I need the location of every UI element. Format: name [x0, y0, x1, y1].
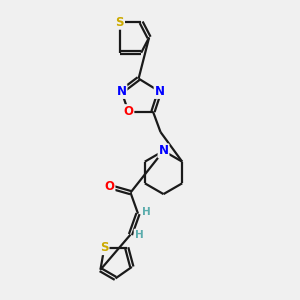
Text: H: H	[134, 230, 143, 240]
Text: N: N	[154, 85, 165, 98]
Text: S: S	[116, 16, 124, 29]
Text: S: S	[100, 241, 109, 254]
Text: O: O	[104, 180, 115, 193]
Text: O: O	[123, 105, 134, 118]
Text: N: N	[158, 144, 169, 158]
Text: N: N	[116, 85, 127, 98]
Text: H: H	[142, 207, 151, 217]
